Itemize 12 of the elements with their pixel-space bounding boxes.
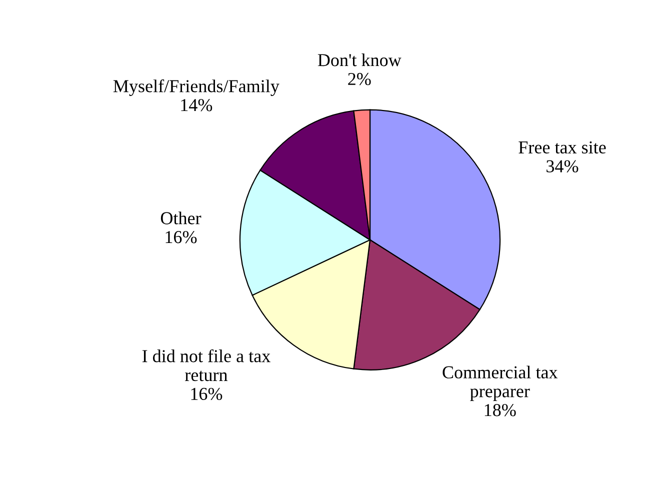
data-label: 16% [166, 231, 197, 244]
slice-label: Free tax site [518, 141, 606, 154]
data-label: 2% [348, 72, 371, 86]
slice-label: Myself/Friends/Family [113, 79, 280, 96]
slice-label: Other [160, 212, 202, 224]
slice-label: Don't know [318, 54, 402, 66]
data-label: 34% [546, 160, 578, 172]
slice-label: I did not file a tax return [142, 349, 270, 382]
slice-label: Commercial tax preparer [442, 366, 558, 401]
data-label: 16% [191, 388, 222, 400]
data-label: 14% [181, 99, 212, 112]
data-label: 18% [484, 404, 516, 416]
